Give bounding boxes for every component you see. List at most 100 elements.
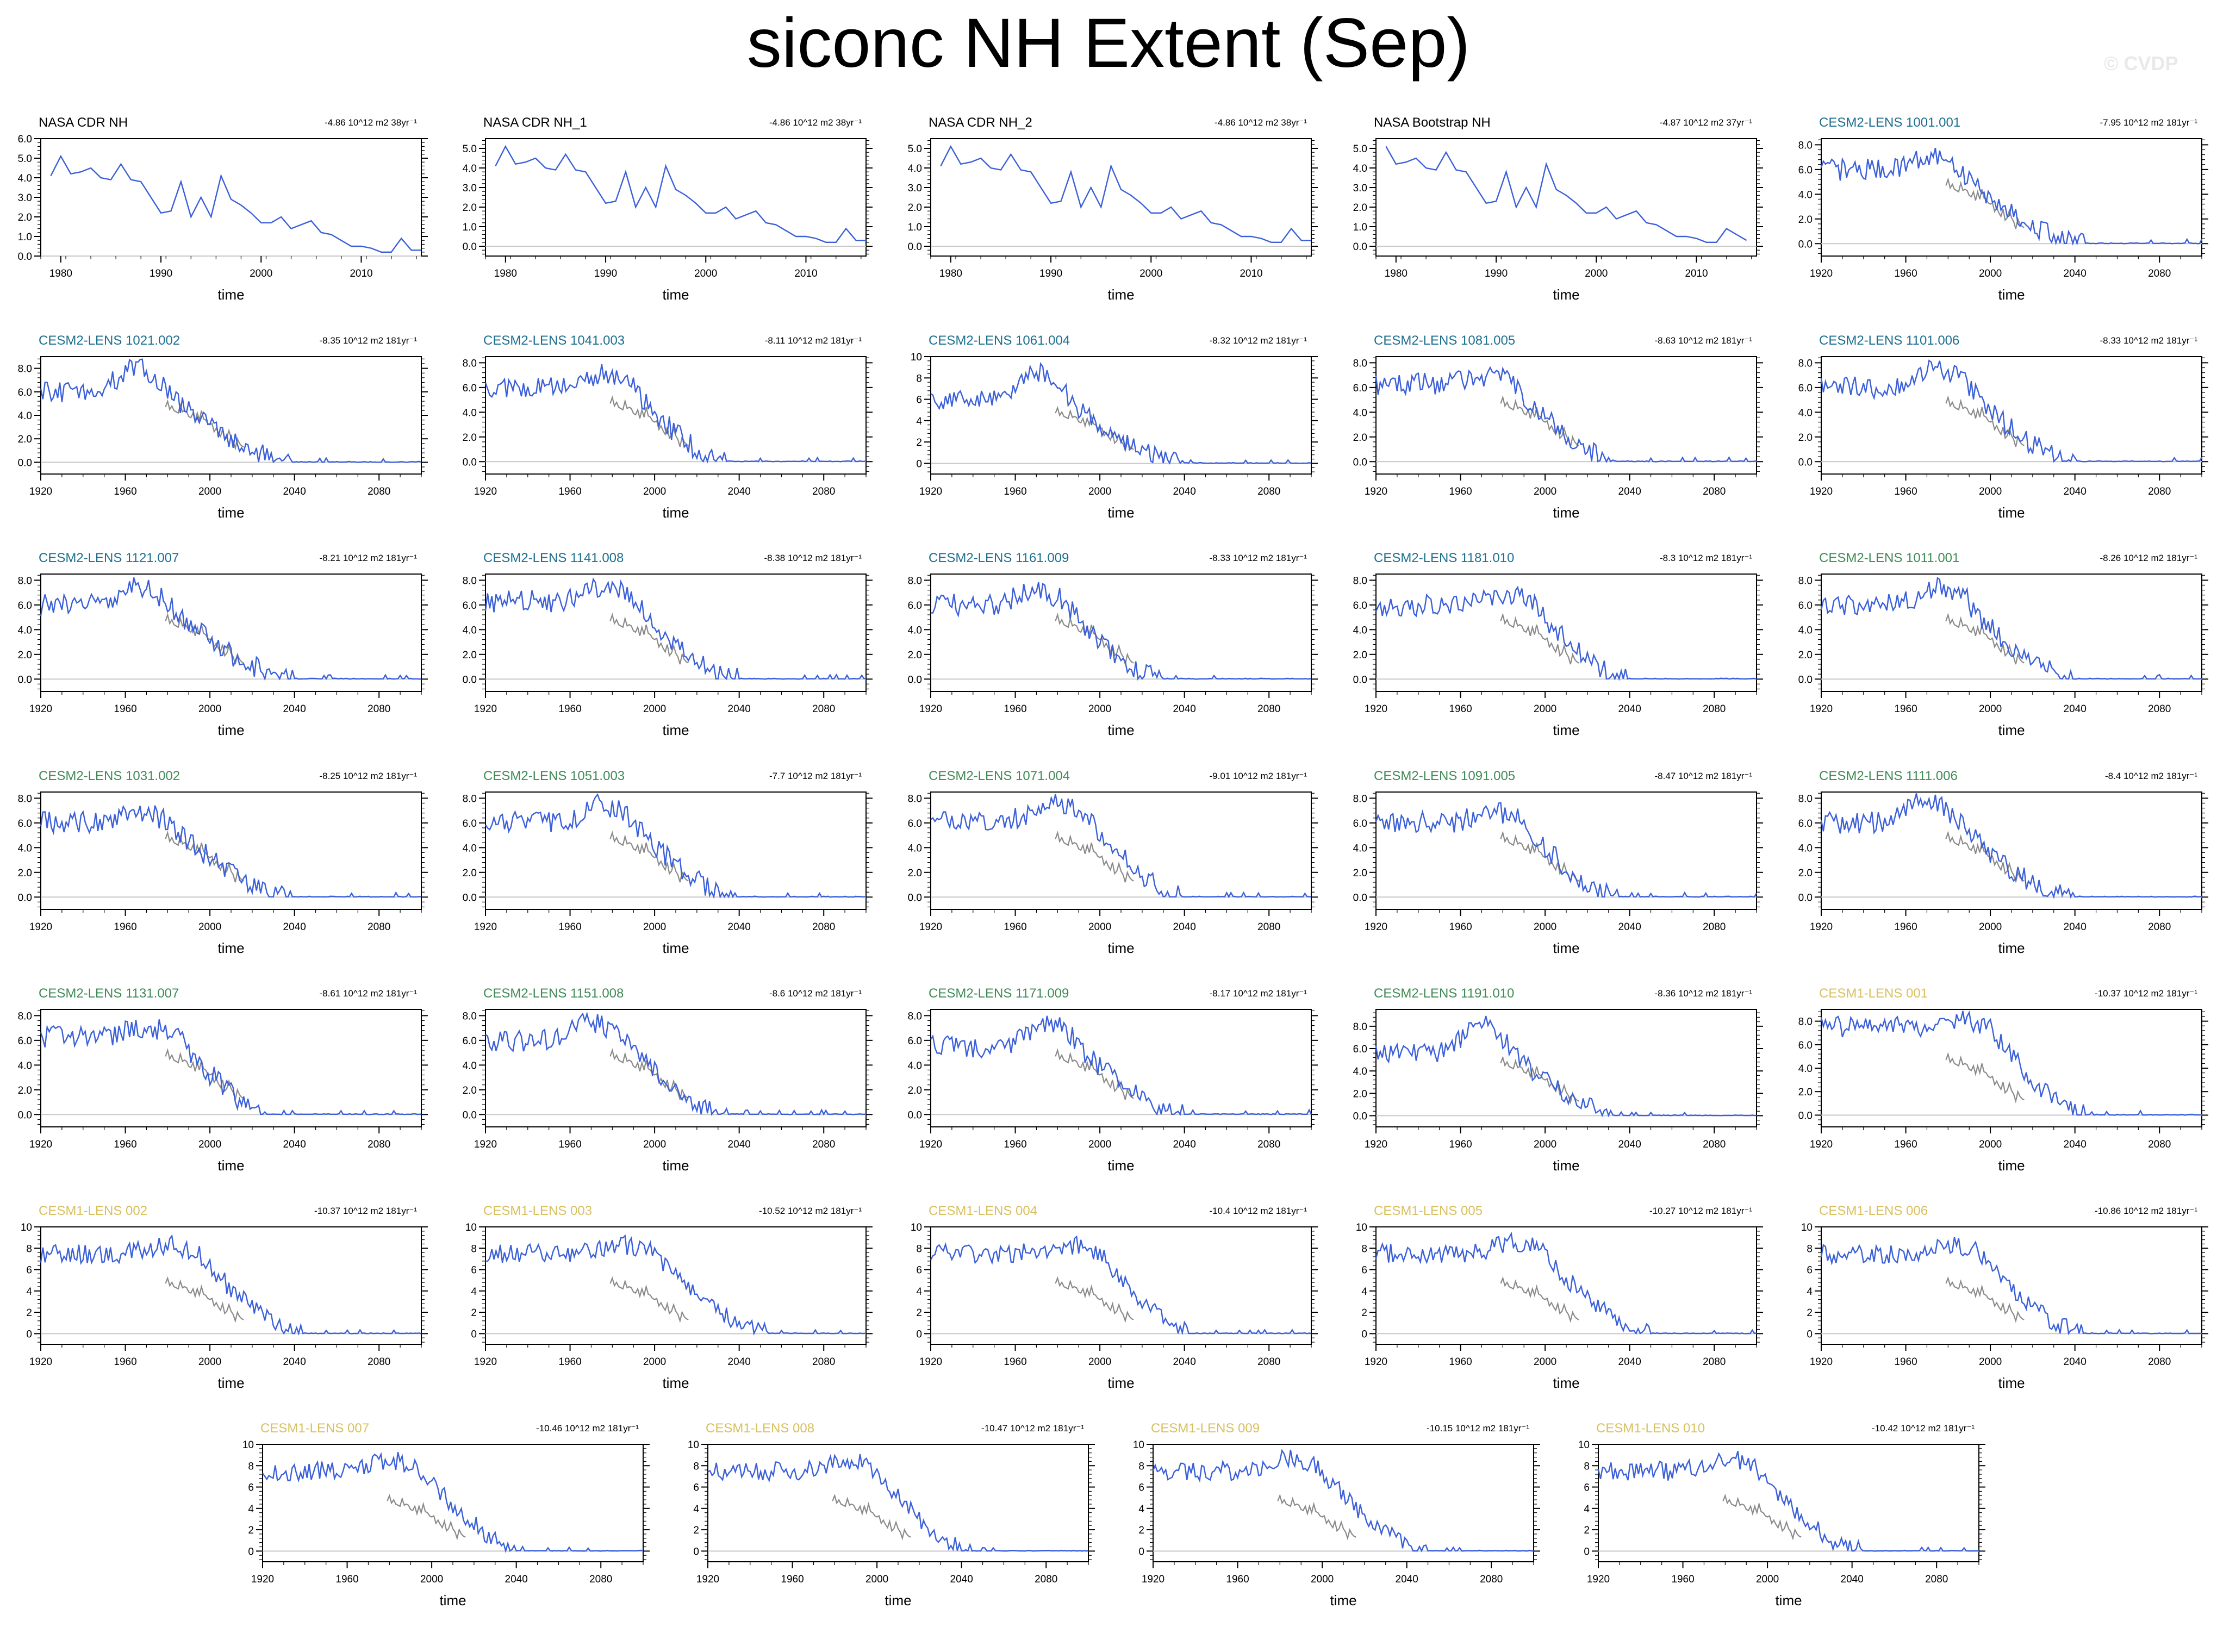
- trend-label: -8.32 10^12 m2 181yr⁻¹: [1210, 335, 1307, 346]
- x-tick-label: 2000: [1088, 921, 1111, 933]
- panel-title: CESM2-LENS 1021.002: [39, 333, 180, 348]
- y-tick-label: 8.0: [1798, 575, 1813, 587]
- model-series-line: [1820, 793, 2202, 899]
- chart-panel: NASA Bootstrap NH -4.87 10^12 m2 37yr⁻¹ 0.…: [1353, 115, 1763, 303]
- y-tick-label: 0: [693, 1546, 699, 1557]
- y-tick-label: 0.0: [18, 457, 32, 469]
- plot-frame: [1375, 791, 1757, 910]
- panel-title: CESM2-LENS 1051.003: [483, 769, 625, 783]
- y-tick-label: 5.0: [18, 153, 32, 165]
- x-tick-label: 2040: [1173, 486, 1196, 497]
- x-tick-label: 2080: [1257, 921, 1280, 933]
- x-tick-label: 1920: [1365, 486, 1387, 497]
- y-tick-label: 2: [1807, 1307, 1813, 1319]
- x-tick-label: 1920: [1810, 268, 1833, 279]
- y-tick-label: 4.0: [1798, 1063, 1813, 1075]
- model-series-line: [1375, 1231, 1757, 1335]
- x-axis-label: time: [1998, 286, 2025, 303]
- obs-series-line: [1500, 831, 1579, 883]
- chart-panel: CESM2-LENS 1171.009 -8.17 10^12 m2 181yr⁻…: [908, 986, 1318, 1174]
- plot-frame: [1153, 1444, 1534, 1562]
- model-series-line: [485, 1011, 866, 1116]
- x-tick-label: 2040: [1618, 921, 1641, 933]
- y-tick-label: 2.0: [18, 650, 32, 661]
- y-tick-label: 10: [465, 1222, 477, 1233]
- x-tick-label: 2000: [1979, 1356, 2002, 1368]
- x-axis-label: time: [217, 1375, 244, 1391]
- y-tick-label: 0.0: [463, 892, 477, 903]
- x-tick-label: 1920: [1365, 1356, 1387, 1368]
- x-axis-label: time: [217, 504, 244, 521]
- y-tick-label: 4: [693, 1504, 699, 1515]
- y-tick-label: 2.0: [1353, 432, 1367, 444]
- y-tick-label: 5.0: [1353, 144, 1367, 155]
- y-tick-label: 6: [1807, 1265, 1813, 1276]
- y-tick-label: 0: [1361, 1329, 1367, 1340]
- x-tick-label: 2080: [1925, 1574, 1948, 1585]
- y-tick-label: 0: [1807, 1329, 1813, 1340]
- model-series-line: [40, 1019, 422, 1115]
- y-tick-label: 4.0: [18, 173, 32, 184]
- x-axis-label: time: [1553, 940, 1579, 956]
- x-axis-label: time: [1775, 1592, 1802, 1609]
- x-tick-label: 2080: [2148, 486, 2171, 497]
- trend-label: -8.33 10^12 m2 181yr⁻¹: [2100, 335, 2198, 346]
- x-tick-label: 1980: [939, 268, 962, 279]
- x-tick-label: 1960: [1894, 703, 1917, 715]
- y-tick-label: 8.0: [18, 364, 32, 375]
- panel-title: CESM2-LENS 1181.010: [1374, 551, 1514, 565]
- plot-frame: [485, 356, 867, 475]
- panel-title: CESM2-LENS 1191.010: [1374, 986, 1514, 1001]
- y-tick-label: 10: [1133, 1439, 1144, 1451]
- trend-label: -8.26 10^12 m2 181yr⁻¹: [2100, 553, 2198, 563]
- x-tick-label: 2000: [1756, 1574, 1779, 1585]
- chart-panel: CESM1-LENS 008 -10.47 10^12 m2 181yr⁻¹ 0 2 4…: [688, 1421, 1095, 1609]
- panel-title: CESM2-LENS 1071.004: [929, 769, 1070, 783]
- y-tick-label: 6.0: [18, 387, 32, 398]
- x-axis-label: time: [217, 722, 244, 738]
- trend-label: -8.61 10^12 m2 181yr⁻¹: [320, 988, 418, 999]
- x-tick-label: 1920: [474, 703, 497, 715]
- y-tick-label: 8.0: [908, 575, 922, 587]
- x-tick-label: 1960: [1449, 486, 1472, 497]
- x-tick-label: 2080: [1703, 703, 1726, 715]
- obs-series-line: [165, 1276, 244, 1323]
- x-tick-label: 2080: [368, 1356, 390, 1368]
- x-axis-label: time: [1998, 1157, 2025, 1174]
- x-tick-label: 1960: [114, 486, 136, 497]
- y-tick-label: 2: [916, 437, 922, 448]
- y-tick-label: 0: [248, 1546, 254, 1557]
- y-tick-label: 8: [248, 1461, 254, 1472]
- y-tick-label: 8.0: [463, 358, 477, 369]
- y-tick-label: 10: [21, 1222, 32, 1233]
- y-tick-label: 4.0: [463, 407, 477, 419]
- x-axis-label: time: [1107, 1375, 1134, 1391]
- y-tick-label: 8.0: [908, 793, 922, 805]
- x-tick-label: 1960: [1004, 703, 1026, 715]
- x-tick-label: 2010: [794, 268, 817, 279]
- panel-title: CESM2-LENS 1091.005: [1374, 769, 1515, 783]
- y-tick-label: 6.0: [1798, 165, 1813, 176]
- y-tick-label: 4.0: [18, 410, 32, 422]
- x-tick-label: 1990: [150, 268, 172, 279]
- panel-title: CESM2-LENS 1111.006: [1819, 769, 1958, 783]
- trend-label: -8.25 10^12 m2 181yr⁻¹: [320, 771, 418, 781]
- chart-panel: CESM2-LENS 1081.005 -8.63 10^12 m2 181yr⁻…: [1353, 333, 1763, 521]
- obs-series-line: [1055, 1048, 1134, 1100]
- y-tick-label: 0.0: [1798, 457, 1813, 468]
- obs-series-line: [1055, 831, 1134, 883]
- y-tick-label: 4: [916, 1286, 922, 1298]
- y-tick-label: 6.0: [1353, 818, 1367, 830]
- x-tick-label: 2000: [1088, 1356, 1111, 1368]
- x-tick-label: 2040: [1173, 921, 1196, 933]
- model-series-line: [50, 154, 421, 253]
- x-tick-label: 2080: [1703, 1356, 1726, 1368]
- obs-series-line: [1500, 613, 1579, 665]
- y-tick-label: 2.0: [908, 650, 922, 661]
- y-tick-label: 2: [248, 1525, 254, 1536]
- x-tick-label: 1920: [29, 703, 52, 715]
- y-tick-label: 6: [1138, 1482, 1144, 1494]
- y-tick-label: 2.0: [1353, 650, 1367, 661]
- x-tick-label: 2040: [728, 1356, 751, 1368]
- y-tick-label: 8.0: [1798, 140, 1813, 151]
